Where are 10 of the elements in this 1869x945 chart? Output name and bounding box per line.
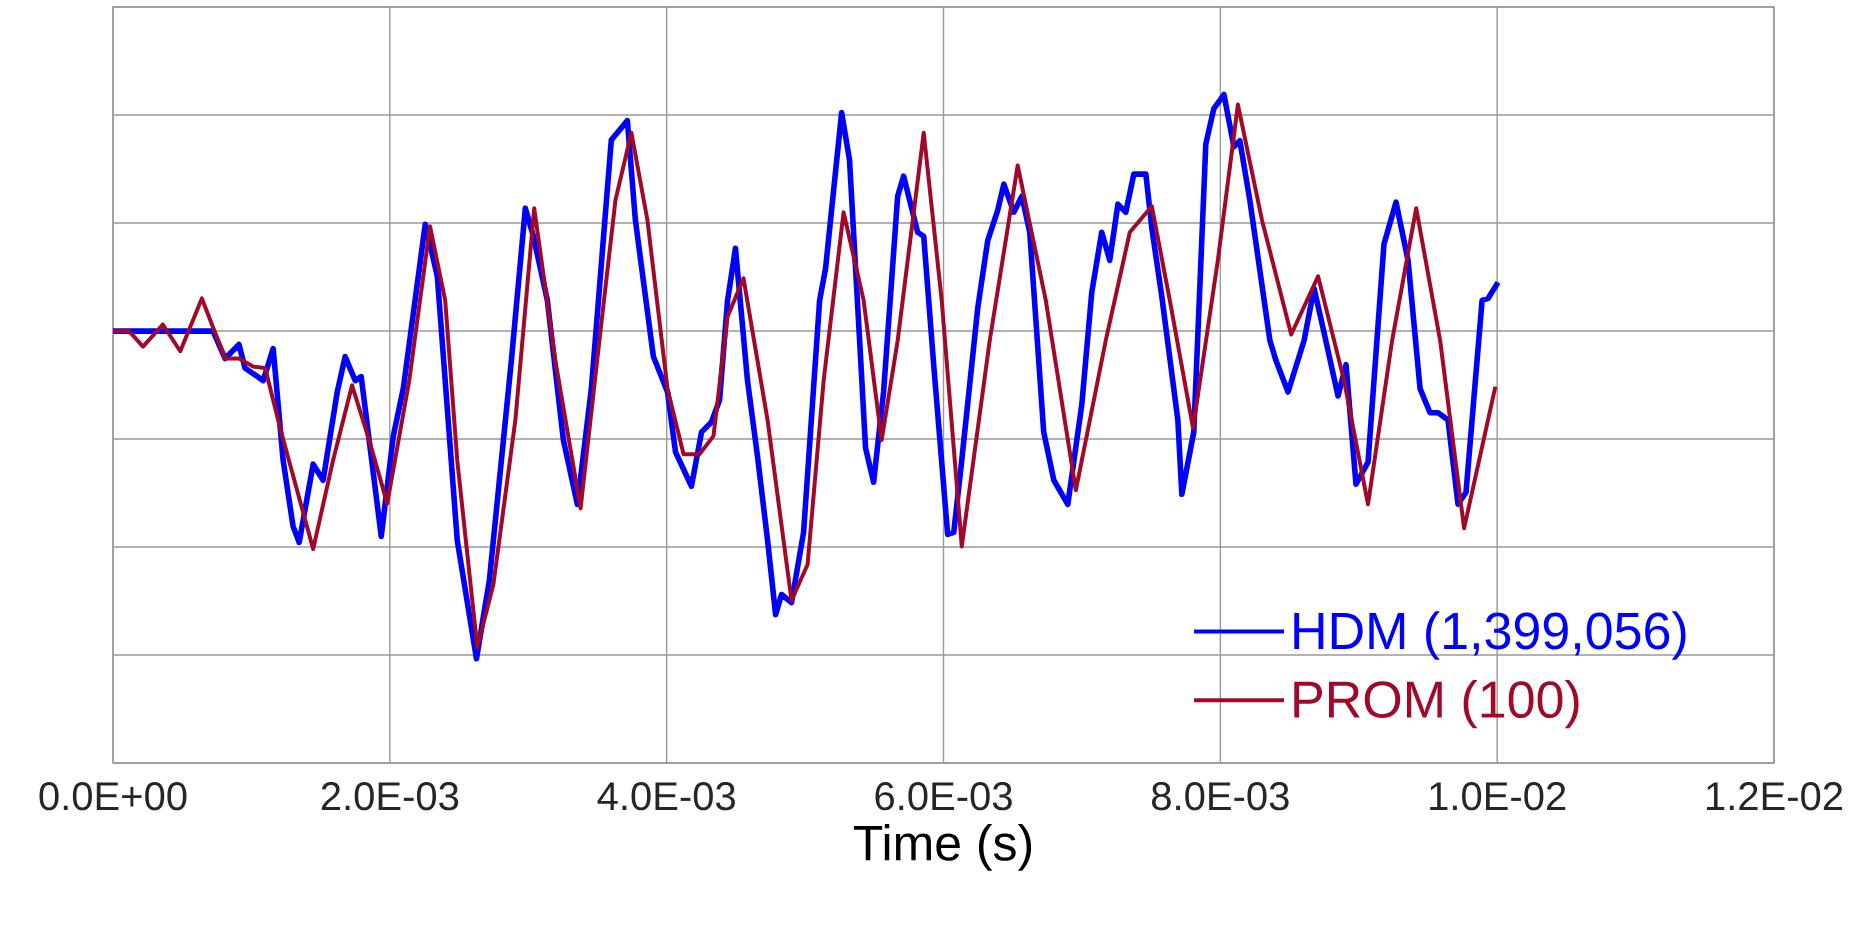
legend-label: PROM (100) [1294,679,1579,729]
x-tick-label: 2.0E-03 [321,782,459,811]
x-tick-label: 1.2E-02 [1707,782,1843,811]
x-axis-title: Time (s) [853,824,1032,871]
legend-label: HDM (1,399,056) [1294,611,1686,660]
x-tick-label: 1.0E-02 [1430,782,1566,811]
x-tick-label: 6.0E-03 [875,782,1012,811]
x-tick-label: 0.0E+00 [39,782,187,811]
x-tick-label: 4.0E-03 [597,782,735,811]
x-tick-label: 8.0E-03 [1152,782,1289,811]
